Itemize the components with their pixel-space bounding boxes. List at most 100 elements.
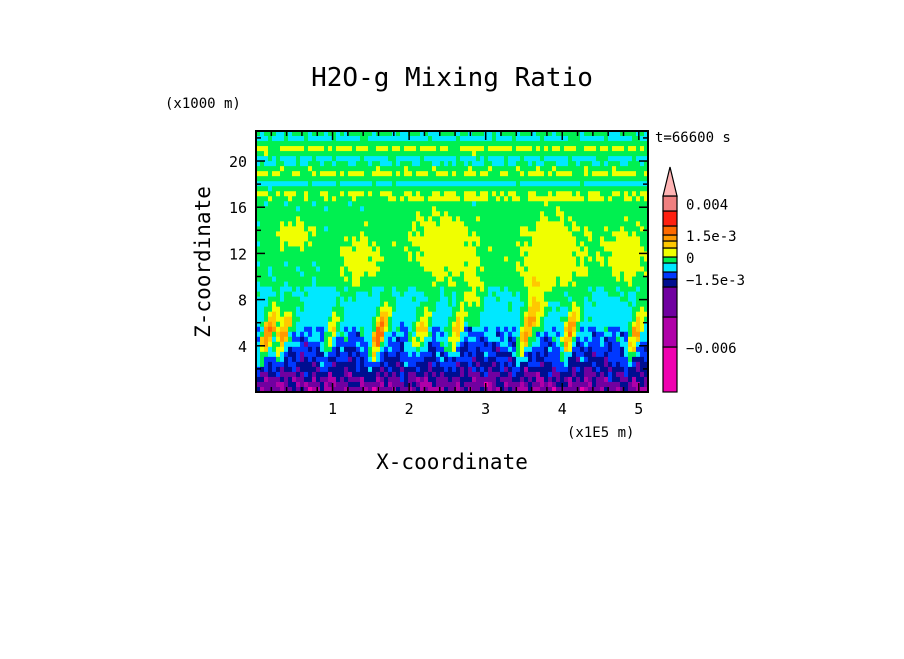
contour-cell <box>424 171 429 177</box>
contour-cell <box>320 221 325 227</box>
contour-cell <box>300 161 305 167</box>
contour-cell <box>420 231 425 237</box>
x-unit-label: (x1E5 m) <box>567 425 634 441</box>
contour-cell <box>596 141 601 147</box>
contour-cell <box>356 221 361 227</box>
contour-cell <box>624 286 629 293</box>
contour-cell <box>336 151 341 157</box>
contour-cell <box>364 181 369 187</box>
contour-cell <box>536 161 541 167</box>
contour-cell <box>496 146 501 152</box>
contour-cell <box>440 381 445 388</box>
contour-cell <box>548 211 553 217</box>
contour-cell <box>616 211 621 217</box>
contour-cell <box>428 181 433 187</box>
contour-cell <box>624 246 629 252</box>
contour-cell <box>476 346 481 353</box>
contour-cell <box>496 261 501 267</box>
contour-cell <box>400 226 405 232</box>
contour-cell <box>588 146 593 152</box>
contour-cell <box>380 241 385 247</box>
contour-cell <box>596 301 601 308</box>
contour-cell <box>324 276 329 282</box>
contour-cell <box>616 196 621 202</box>
contour-cell <box>344 316 349 323</box>
contour-cell <box>496 166 501 172</box>
contour-cell <box>300 346 305 353</box>
contour-cell <box>396 141 401 147</box>
contour-cell <box>404 236 409 242</box>
contour-cell <box>312 346 317 353</box>
contour-cell <box>408 236 413 242</box>
contour-cell <box>476 311 481 318</box>
contour-cell <box>636 271 641 277</box>
contour-cell <box>508 301 513 308</box>
contour-cell <box>468 371 473 378</box>
contour-cell <box>320 191 325 197</box>
contour-cell <box>412 181 417 187</box>
contour-cell <box>464 316 469 323</box>
contour-cell <box>316 261 321 267</box>
contour-cell <box>296 146 301 152</box>
contour-cell <box>624 326 629 333</box>
contour-cell <box>272 251 277 257</box>
contour-cell <box>324 201 329 207</box>
contour-cell <box>524 381 529 388</box>
contour-cell <box>632 371 637 378</box>
contour-cell <box>312 251 317 257</box>
contour-cell <box>512 346 517 353</box>
contour-cell <box>536 266 541 272</box>
contour-cell <box>584 266 589 272</box>
contour-cell <box>520 351 525 358</box>
contour-cell <box>356 186 361 192</box>
contour-cell <box>372 176 377 182</box>
contour-cell <box>516 246 521 252</box>
contour-cell <box>612 341 617 348</box>
contour-cell <box>356 176 361 182</box>
contour-cell <box>564 351 569 358</box>
contour-cell <box>424 336 429 343</box>
contour-cell <box>392 346 397 353</box>
contour-cell <box>596 136 601 142</box>
contour-cell <box>492 311 497 318</box>
contour-cell <box>424 251 429 257</box>
contour-cell <box>584 261 589 267</box>
contour-cell <box>520 356 525 363</box>
contour-cell <box>360 216 365 222</box>
contour-cell <box>620 166 625 172</box>
contour-cell <box>296 136 301 142</box>
contour-cell <box>572 366 577 373</box>
contour-cell <box>552 366 557 373</box>
x-axis-label: X-coordinate <box>376 450 528 474</box>
contour-cell <box>440 181 445 187</box>
contour-cell <box>404 341 409 348</box>
contour-cell <box>384 321 389 328</box>
contour-cell <box>264 226 269 232</box>
contour-cell <box>444 341 449 348</box>
contour-cell <box>428 386 433 393</box>
contour-cell <box>396 271 401 277</box>
contour-cell <box>524 326 529 333</box>
contour-cell <box>624 181 629 187</box>
contour-cell <box>596 246 601 252</box>
contour-cell <box>560 336 565 343</box>
contour-cell <box>352 171 357 177</box>
contour-cell <box>560 166 565 172</box>
contour-cell <box>344 231 349 237</box>
contour-cell <box>492 371 497 378</box>
contour-cell <box>384 246 389 252</box>
contour-cell <box>320 206 325 212</box>
contour-cell <box>356 246 361 252</box>
contour-cell <box>264 261 269 267</box>
contour-cell <box>464 246 469 252</box>
contour-cell <box>272 266 277 272</box>
contour-cell <box>596 261 601 267</box>
contour-cell <box>576 291 581 298</box>
contour-cell <box>416 366 421 373</box>
contour-cell <box>488 201 493 207</box>
contour-cell <box>480 326 485 333</box>
contour-cell <box>612 216 617 222</box>
contour-cell <box>556 151 561 157</box>
contour-cell <box>300 276 305 282</box>
contour-cell <box>328 316 333 323</box>
